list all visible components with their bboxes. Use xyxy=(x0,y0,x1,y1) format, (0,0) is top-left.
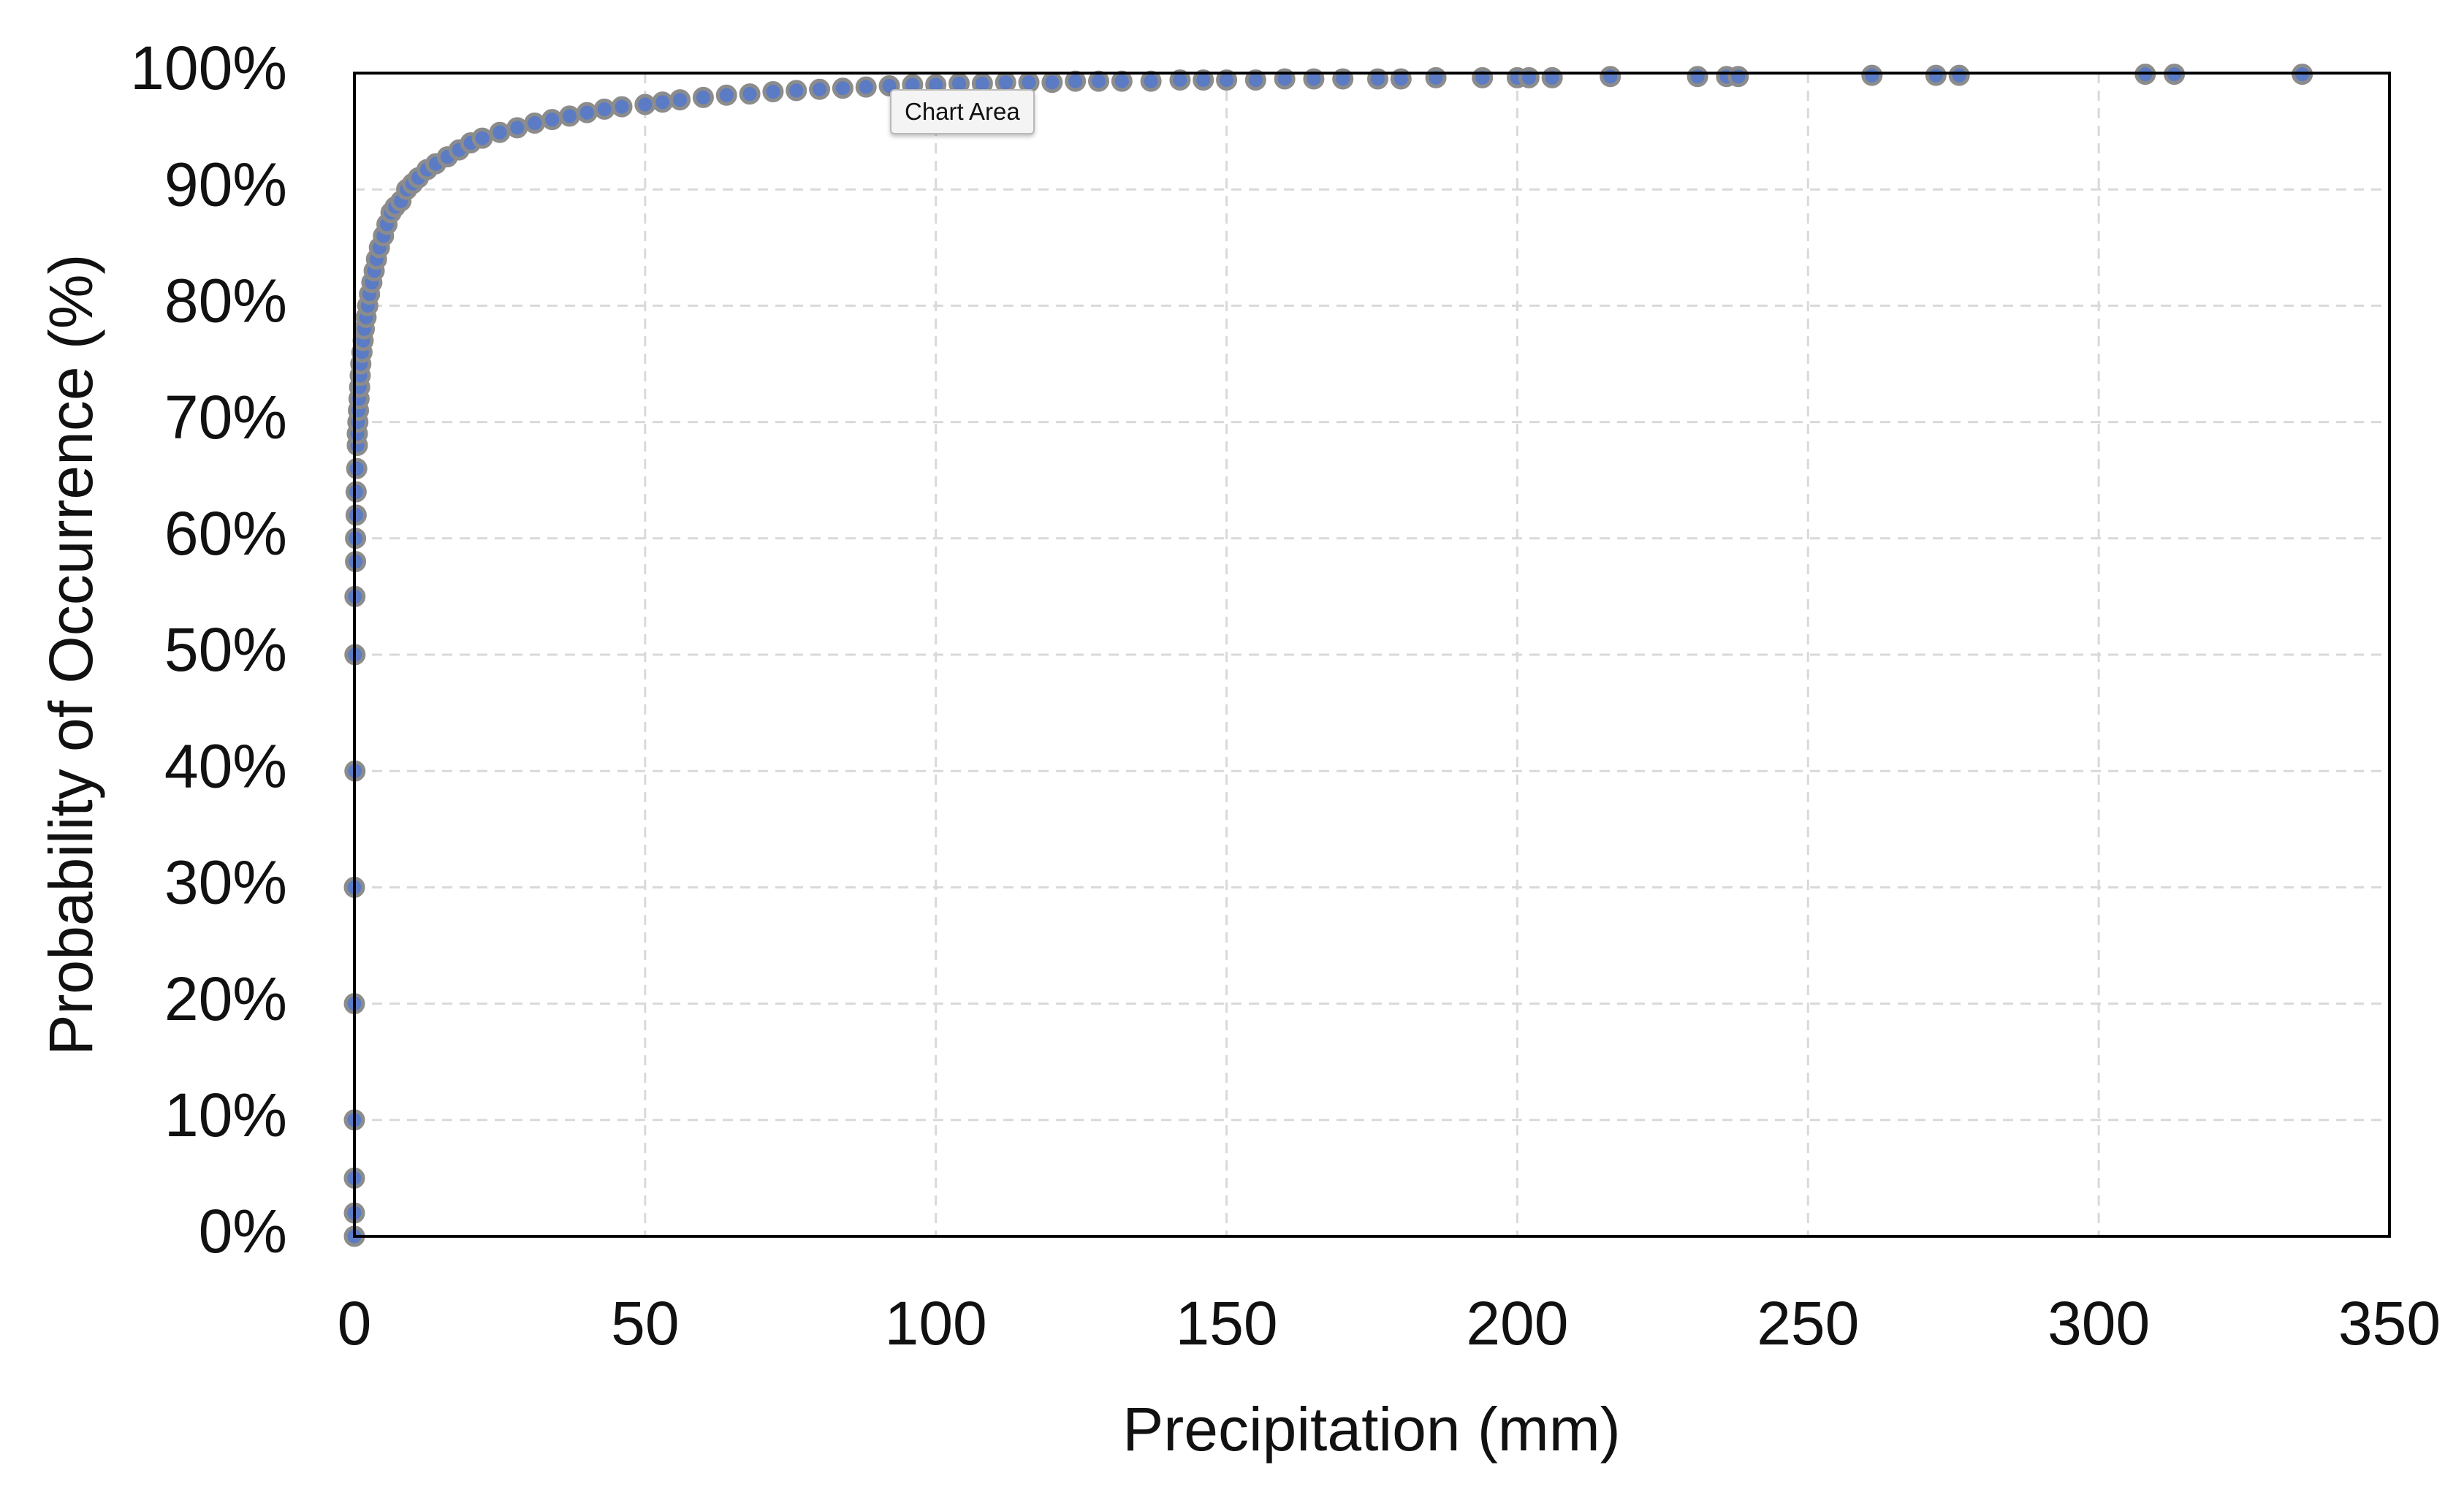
data-point xyxy=(1541,66,1563,88)
data-point xyxy=(506,117,528,139)
chart-area-tooltip: Chart Area xyxy=(890,89,1035,134)
data-point xyxy=(1687,66,1708,88)
data-point xyxy=(1472,66,1494,88)
data-point xyxy=(1111,70,1133,92)
data-point xyxy=(489,121,511,143)
data-point xyxy=(762,80,784,102)
data-point xyxy=(345,481,367,503)
y-tick-label: 70% xyxy=(164,383,287,452)
data-point xyxy=(1216,69,1238,91)
data-point xyxy=(593,98,615,120)
data-point xyxy=(576,102,598,123)
y-tick-label: 80% xyxy=(164,267,287,335)
data-point xyxy=(832,77,853,99)
data-point xyxy=(652,91,674,113)
data-point xyxy=(346,457,368,479)
data-point xyxy=(345,504,367,526)
y-tick-label: 60% xyxy=(164,499,287,568)
y-tick-label: 0% xyxy=(199,1197,287,1266)
plot-frame xyxy=(353,72,2391,1238)
x-tick-label: 200 xyxy=(1466,1289,1568,1358)
data-point xyxy=(1169,69,1191,91)
data-point xyxy=(558,105,580,127)
data-point xyxy=(634,94,656,115)
data-point xyxy=(1425,66,1447,88)
data-point xyxy=(611,96,633,118)
data-point xyxy=(1244,69,1266,91)
x-tick-label: 150 xyxy=(1175,1289,1277,1358)
gridlines xyxy=(354,73,2389,1236)
y-tick-labels: 0% 10% 20% 30% 40% 50% 60% 70% 80% 90% 100% xyxy=(130,34,287,1266)
y-tick-label: 40% xyxy=(164,731,287,800)
data-point xyxy=(1088,70,1110,92)
y-tick-label: 90% xyxy=(164,150,287,218)
data-point xyxy=(1727,66,1749,88)
data-point xyxy=(1925,64,1947,86)
y-tick-label: 50% xyxy=(164,615,287,684)
data-point xyxy=(1948,64,1970,86)
y-axis-title: Probability of Occurrence (%) xyxy=(37,254,105,1055)
data-point xyxy=(1600,66,1621,88)
data-point xyxy=(541,109,563,131)
data-point xyxy=(1140,70,1162,92)
data-point xyxy=(471,127,493,149)
data-point xyxy=(855,76,877,98)
x-axis-title: Precipitation (mm) xyxy=(1122,1395,1620,1464)
x-tick-label: 250 xyxy=(1757,1289,1859,1358)
x-tick-label: 50 xyxy=(611,1289,679,1358)
data-point xyxy=(715,84,737,106)
data-point xyxy=(669,89,691,111)
data-point xyxy=(809,78,831,100)
y-tick-label: 30% xyxy=(164,848,287,917)
data-point xyxy=(1518,66,1540,88)
x-tick-labels: 0 50 100 150 200 250 300 350 xyxy=(338,1289,2441,1358)
y-tick-label: 100% xyxy=(130,34,287,102)
data-point xyxy=(739,83,761,105)
data-point xyxy=(1041,72,1063,94)
x-tick-label: 100 xyxy=(885,1289,987,1358)
data-point xyxy=(1861,64,1883,86)
data-point xyxy=(692,86,714,108)
y-tick-label: 10% xyxy=(164,1081,287,1149)
x-tick-label: 0 xyxy=(338,1289,372,1358)
y-tick-label: 20% xyxy=(164,964,287,1033)
data-point xyxy=(1065,70,1087,92)
x-tick-label: 300 xyxy=(2047,1289,2150,1358)
x-tick-label: 350 xyxy=(2338,1289,2441,1358)
data-point xyxy=(1193,69,1214,91)
data-point xyxy=(524,112,546,134)
data-point xyxy=(786,80,807,102)
